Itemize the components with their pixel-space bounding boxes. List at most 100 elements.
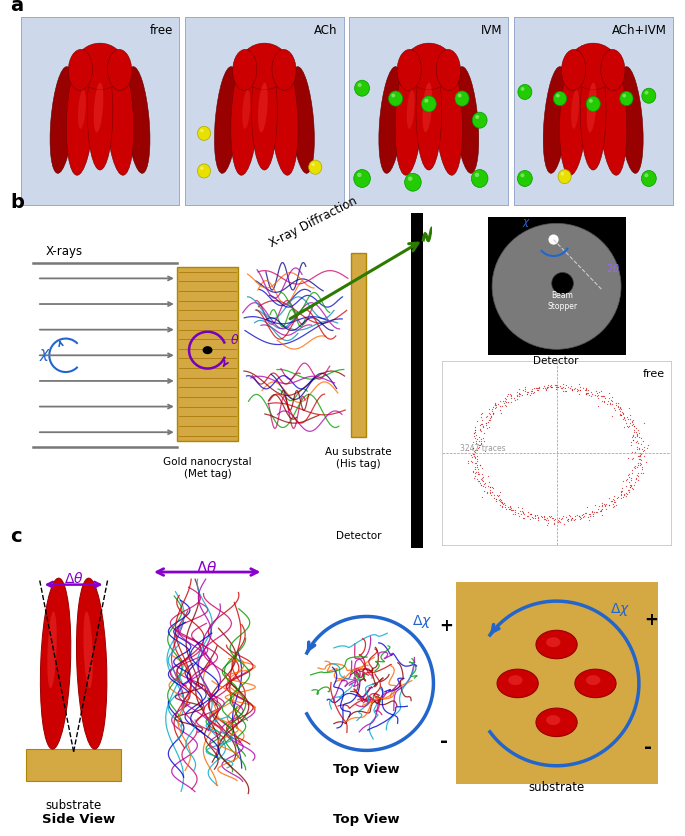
Point: [472, 415, 483, 428]
Point: [504, 500, 515, 513]
Point: [632, 473, 643, 487]
Point: [615, 404, 626, 417]
Point: [619, 414, 630, 427]
Point: [577, 507, 588, 521]
Ellipse shape: [518, 84, 532, 99]
Point: [633, 452, 644, 466]
Point: [634, 450, 645, 463]
Point: [604, 497, 615, 511]
Point: [574, 510, 585, 523]
Point: [571, 509, 582, 522]
Ellipse shape: [454, 67, 479, 173]
Point: [497, 497, 508, 511]
Point: [616, 486, 627, 499]
Point: [504, 387, 515, 400]
Point: [567, 383, 578, 396]
Point: [562, 513, 573, 527]
Ellipse shape: [434, 54, 462, 176]
Point: [553, 380, 564, 393]
Point: [472, 441, 483, 455]
Point: [619, 421, 630, 434]
Point: [505, 499, 516, 512]
Point: [518, 511, 529, 524]
Point: [483, 470, 494, 483]
Point: [509, 392, 520, 405]
Point: [632, 427, 643, 441]
Point: [521, 387, 532, 400]
Point: [632, 440, 643, 453]
Point: [577, 509, 588, 522]
Point: [615, 492, 626, 505]
Ellipse shape: [94, 83, 103, 132]
Point: [477, 414, 488, 427]
Point: [480, 444, 491, 457]
Ellipse shape: [558, 170, 571, 184]
Point: [545, 380, 556, 393]
Ellipse shape: [379, 67, 403, 173]
Point: [629, 423, 640, 436]
Point: [555, 381, 566, 395]
Point: [519, 380, 530, 394]
Point: [478, 426, 489, 440]
Ellipse shape: [395, 54, 423, 176]
Point: [477, 490, 488, 503]
Point: [612, 396, 623, 410]
Ellipse shape: [355, 80, 369, 96]
Ellipse shape: [404, 43, 453, 89]
Point: [476, 461, 487, 474]
Point: [631, 421, 642, 435]
Point: [499, 396, 510, 410]
Point: [516, 502, 527, 515]
Point: [551, 380, 562, 393]
Point: [473, 435, 484, 448]
Point: [523, 509, 534, 522]
Point: [543, 516, 553, 529]
Point: [573, 377, 584, 390]
Point: [616, 405, 627, 418]
Point: [584, 507, 595, 521]
Point: [582, 386, 593, 400]
Point: [467, 447, 478, 461]
Point: [629, 426, 640, 439]
Point: [619, 488, 630, 502]
Point: [585, 390, 596, 403]
Ellipse shape: [497, 669, 538, 698]
Ellipse shape: [472, 112, 487, 128]
Point: [471, 456, 482, 470]
Ellipse shape: [475, 115, 480, 119]
Text: +: +: [644, 611, 658, 629]
Point: [552, 516, 563, 529]
Point: [470, 460, 481, 473]
Point: [618, 410, 629, 424]
Point: [622, 410, 633, 423]
Point: [628, 478, 639, 492]
Point: [562, 380, 573, 394]
Point: [638, 441, 649, 454]
Point: [506, 503, 516, 517]
Ellipse shape: [397, 49, 421, 90]
Point: [477, 471, 488, 484]
Ellipse shape: [353, 170, 371, 187]
Point: [491, 494, 502, 507]
Point: [483, 479, 494, 492]
Ellipse shape: [197, 126, 210, 140]
Point: [609, 496, 620, 509]
Ellipse shape: [620, 91, 633, 105]
Point: [516, 504, 527, 517]
Point: [490, 397, 501, 410]
Point: [487, 403, 498, 416]
Point: [494, 488, 505, 502]
Point: [626, 418, 637, 431]
Point: [638, 416, 649, 430]
Point: [636, 460, 647, 473]
Text: $2\theta$: $2\theta$: [606, 263, 620, 274]
Point: [636, 454, 647, 467]
Point: [475, 478, 486, 492]
Point: [525, 507, 536, 521]
Ellipse shape: [458, 94, 462, 98]
Point: [611, 396, 622, 410]
Point: [593, 502, 604, 516]
Point: [497, 497, 508, 510]
Point: [631, 426, 642, 439]
Text: IVM: IVM: [480, 24, 502, 38]
